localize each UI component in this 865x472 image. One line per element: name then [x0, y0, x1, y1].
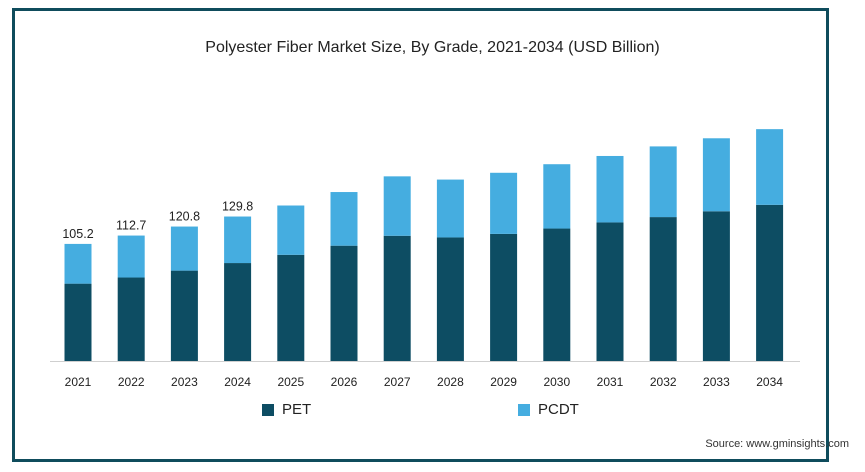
bar-pet-2034 — [756, 204, 784, 361]
x-tick-label-2021: 2021 — [65, 375, 92, 389]
bar-pcdt-2025 — [277, 205, 305, 255]
bar-pcdt-2023 — [170, 226, 198, 271]
legend-item-pet: PET — [262, 401, 311, 418]
chart-frame — [12, 8, 829, 462]
bar-pet-2028 — [436, 237, 464, 361]
x-tick-label-2028: 2028 — [437, 375, 464, 389]
legend-swatch-pcdt — [518, 403, 530, 416]
bar-pet-2025 — [277, 254, 305, 361]
legend-label-pcdt: PCDT — [538, 401, 579, 418]
bar-pet-2030 — [543, 228, 571, 361]
x-tick-label-2025: 2025 — [277, 375, 304, 389]
bar-pcdt-2027 — [383, 176, 411, 236]
bar-pcdt-2021 — [64, 243, 92, 284]
bar-pcdt-2031 — [596, 155, 624, 223]
bar-pet-2024 — [224, 263, 252, 361]
bar-pcdt-2033 — [702, 138, 730, 212]
bar-pcdt-2026 — [330, 192, 358, 246]
bar-pet-2022 — [117, 277, 145, 361]
x-tick-label-2026: 2026 — [331, 375, 358, 389]
bar-pcdt-2028 — [436, 179, 464, 238]
x-tick-label-2027: 2027 — [384, 375, 411, 389]
legend-label-pet: PET — [282, 401, 312, 418]
bar-pcdt-2022 — [117, 235, 145, 278]
bar-pcdt-2029 — [490, 172, 518, 234]
bar-pet-2026 — [330, 245, 358, 361]
source-note: Source: www.gminsights.com — [705, 438, 849, 450]
x-tick-label-2032: 2032 — [650, 375, 677, 389]
x-tick-label-2034: 2034 — [756, 375, 783, 389]
bar-pet-2023 — [170, 270, 198, 361]
bar-pet-2031 — [596, 222, 624, 361]
x-tick-label-2031: 2031 — [597, 375, 624, 389]
bar-pcdt-2034 — [756, 129, 784, 205]
total-label-2024: 129.8 — [222, 200, 253, 214]
x-tick-label-2023: 2023 — [171, 375, 198, 389]
total-label-2023: 120.8 — [169, 210, 200, 224]
bar-pet-2021 — [64, 283, 92, 361]
bar-pet-2027 — [383, 235, 411, 361]
x-tick-label-2022: 2022 — [118, 375, 145, 389]
bar-pcdt-2024 — [224, 216, 252, 264]
x-tick-label-2024: 2024 — [224, 375, 251, 389]
bar-pcdt-2030 — [543, 164, 571, 229]
bar-pet-2029 — [490, 233, 518, 361]
chart-title: Polyester Fiber Market Size, By Grade, 2… — [205, 39, 660, 56]
x-tick-label-2029: 2029 — [490, 375, 517, 389]
bar-pet-2032 — [649, 217, 677, 361]
bar-pet-2033 — [702, 211, 730, 361]
total-label-2021: 105.2 — [62, 227, 93, 241]
total-label-2022: 112.7 — [116, 219, 146, 233]
x-tick-label-2033: 2033 — [703, 375, 730, 389]
x-tick-label-2030: 2030 — [543, 375, 570, 389]
legend-swatch-pet — [262, 403, 274, 416]
bar-pcdt-2032 — [649, 146, 677, 218]
legend-item-pcdt: PCDT — [518, 401, 579, 418]
